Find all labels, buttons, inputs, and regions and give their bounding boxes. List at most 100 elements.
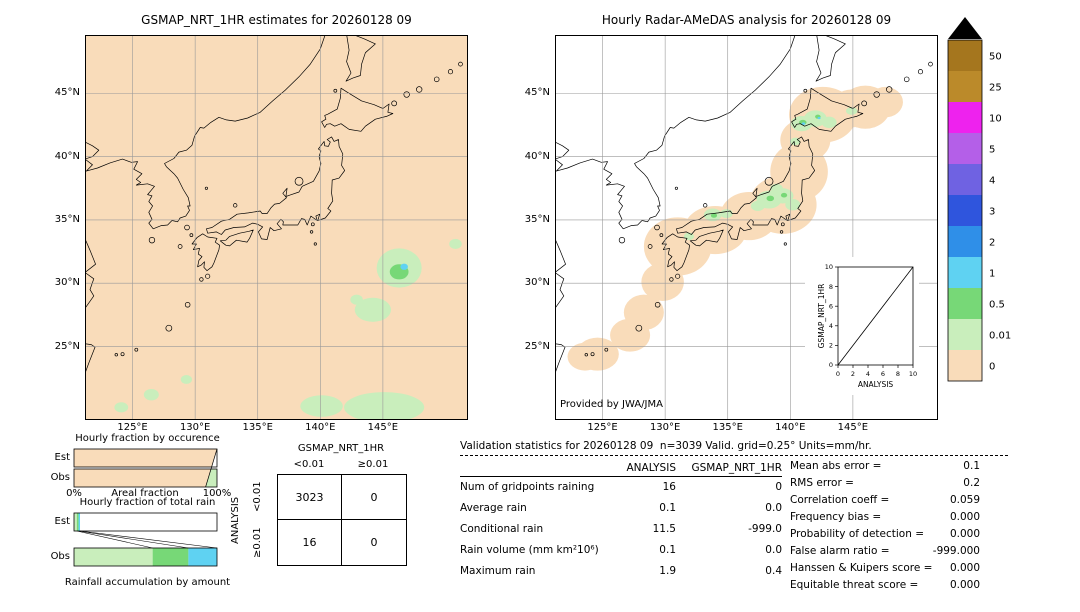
fraction-bar-charts bbox=[73, 448, 218, 567]
validation-row: Num of gridpoints raining 16 0 bbox=[460, 481, 782, 493]
contingency-cell: 16 bbox=[278, 520, 342, 565]
metric-row: Mean abs error = 0.1 bbox=[790, 460, 980, 472]
svg-text:1: 1 bbox=[989, 269, 995, 280]
lon-tick-label: 130°E bbox=[179, 422, 211, 433]
svg-text:50: 50 bbox=[989, 52, 1002, 63]
one-to-one-line bbox=[837, 266, 914, 366]
contingency-table: 3023 0 16 0 bbox=[277, 474, 407, 566]
left-map-title: GSMAP_NRT_1HR estimates for 20260128 09 bbox=[141, 13, 412, 27]
svg-text:2: 2 bbox=[829, 342, 833, 350]
lon-tick-label: 140°E bbox=[305, 422, 336, 433]
svg-text:0: 0 bbox=[829, 361, 833, 369]
colorbar-over-triangle bbox=[948, 17, 982, 39]
svg-text:6: 6 bbox=[829, 302, 833, 310]
areal-fraction-label: Areal fraction bbox=[111, 488, 179, 499]
lat-tick-label: 30°N bbox=[54, 277, 80, 289]
metric-row: Correlation coeff = 0.059 bbox=[790, 494, 980, 506]
svg-text:0.5: 0.5 bbox=[989, 300, 1005, 311]
occurrence-chart-title: Hourly fraction by occurence bbox=[75, 433, 220, 444]
svg-text:2: 2 bbox=[851, 370, 855, 378]
lat-tick-label: 30°N bbox=[524, 277, 550, 289]
metric-row: False alarm ratio = -999.000 bbox=[790, 545, 980, 557]
inset-scatter: 0 2 4 6 8 10 0 2 4 6 8 10 ANALYSIS GSMAP_NRT_1HR bbox=[805, 257, 919, 395]
map-frame bbox=[555, 35, 938, 420]
colorbar-segments bbox=[948, 40, 982, 381]
svg-text:5: 5 bbox=[989, 145, 995, 156]
svg-text:4: 4 bbox=[866, 370, 870, 378]
svg-text:8: 8 bbox=[829, 283, 833, 291]
contingency-cell: 0 bbox=[342, 475, 406, 520]
validation-row: Maximum rain 1.9 0.4 bbox=[460, 565, 782, 577]
lat-tick-label: 35°N bbox=[54, 213, 80, 225]
gsmap-estimate-map bbox=[85, 35, 468, 420]
metric-row: Probability of detection = 0.000 bbox=[790, 528, 980, 540]
svg-text:4: 4 bbox=[829, 322, 833, 330]
total-rain-est-label: Est bbox=[54, 516, 70, 527]
validation-title: Validation statistics for 20260128 09 n=… bbox=[460, 440, 872, 452]
svg-text:0: 0 bbox=[989, 362, 995, 373]
svg-text:8: 8 bbox=[896, 370, 900, 378]
map-frame bbox=[85, 35, 468, 420]
validation-table: ANALYSIS GSMAP_NRT_1HR Num of gridpoints r… bbox=[460, 461, 782, 582]
lon-tick-label: 135°E bbox=[712, 422, 743, 433]
lon-tick-label: 140°E bbox=[775, 422, 806, 433]
contingency-col-group-label: GSMAP_NRT_1HR bbox=[297, 443, 385, 454]
validation-row: Rain volume (mm km²10⁶) 0.1 0.0 bbox=[460, 544, 782, 556]
areal-fraction-max: 100% bbox=[202, 488, 232, 499]
svg-text:10: 10 bbox=[909, 370, 917, 378]
colorbar-frame bbox=[947, 39, 983, 382]
svg-text:Provided by JWA/JMA: Provided by JWA/JMA bbox=[560, 399, 663, 410]
precip-colorbar: 50 25 10 5 4 3 2 1 0.5 0.01 0 bbox=[947, 17, 1011, 382]
svg-text:0: 0 bbox=[836, 370, 840, 378]
validation-metrics: Mean abs error = 0.1 RMS error = 0.2 Correla… bbox=[790, 458, 980, 594]
metric-row: Hanssen & Kuipers score = 0.000 bbox=[790, 562, 980, 574]
lat-tick-label: 40°N bbox=[54, 150, 80, 162]
lon-tick-label: 145°E bbox=[367, 422, 399, 433]
svg-text:ANALYSIS: ANALYSIS bbox=[858, 380, 894, 389]
contingency-cell: 3023 bbox=[278, 475, 342, 520]
contingency-col-header: <0.01 bbox=[293, 459, 325, 470]
areal-fraction-min: 0% bbox=[66, 488, 82, 499]
svg-text:10: 10 bbox=[825, 263, 833, 271]
lat-tick-label: 25°N bbox=[524, 340, 550, 352]
radar-amedas-map: 0 2 4 6 8 10 0 2 4 6 8 10 ANALYSIS GSMAP_NRT_1HR Provi… bbox=[555, 35, 938, 420]
metric-row: Equitable threat score = 0.000 bbox=[790, 579, 980, 591]
accumulation-axis-label: Rainfall accumulation by amount bbox=[64, 577, 231, 588]
precip-layer bbox=[114, 238, 462, 420]
svg-text:10: 10 bbox=[989, 114, 1002, 125]
validation-table-header: ANALYSIS GSMAP_NRT_1HR bbox=[460, 461, 782, 477]
lon-tick-label: 135°E bbox=[242, 422, 273, 433]
occurrence-obs-label: Obs bbox=[50, 472, 70, 483]
precip-layer bbox=[683, 107, 858, 241]
contingency-row-header: ≥0.01 bbox=[252, 527, 263, 559]
svg-text:GSMAP_NRT_1HR: GSMAP_NRT_1HR bbox=[817, 284, 826, 349]
lon-tick-label: 125°E bbox=[117, 422, 148, 433]
svg-text:2: 2 bbox=[989, 238, 995, 249]
contingency-row-group-label: ANALYSIS bbox=[230, 496, 241, 544]
map-background bbox=[85, 35, 468, 420]
svg-text:25: 25 bbox=[989, 83, 1002, 94]
contingency-col-header: ≥0.01 bbox=[357, 459, 389, 470]
total-rain-obs-label: Obs bbox=[50, 551, 70, 562]
validation-row: Conditional rain 11.5 -999.0 bbox=[460, 523, 782, 535]
svg-text:6: 6 bbox=[881, 370, 885, 378]
lat-tick-label: 45°N bbox=[54, 87, 80, 99]
total-rain-chart-title: Hourly fraction of total rain bbox=[79, 497, 216, 508]
validation-row: Average rain 0.1 0.0 bbox=[460, 502, 782, 514]
lon-tick-label: 130°E bbox=[649, 422, 681, 433]
gridlines bbox=[85, 35, 468, 420]
lat-tick-label: 40°N bbox=[524, 150, 550, 162]
lat-tick-label: 45°N bbox=[524, 87, 550, 99]
metric-row: RMS error = 0.2 bbox=[790, 477, 980, 489]
contingency-row-header: <0.01 bbox=[252, 481, 263, 513]
lat-tick-label: 25°N bbox=[54, 340, 80, 352]
svg-text:0.01: 0.01 bbox=[989, 331, 1011, 342]
svg-text:3: 3 bbox=[989, 207, 995, 218]
coastlines bbox=[85, 35, 463, 375]
dashed-divider bbox=[460, 455, 1008, 456]
contingency-cell: 0 bbox=[370, 536, 378, 549]
metric-row: Frequency bias = 0.000 bbox=[790, 511, 980, 523]
svg-text:4: 4 bbox=[989, 176, 995, 187]
coastlines bbox=[555, 35, 933, 375]
